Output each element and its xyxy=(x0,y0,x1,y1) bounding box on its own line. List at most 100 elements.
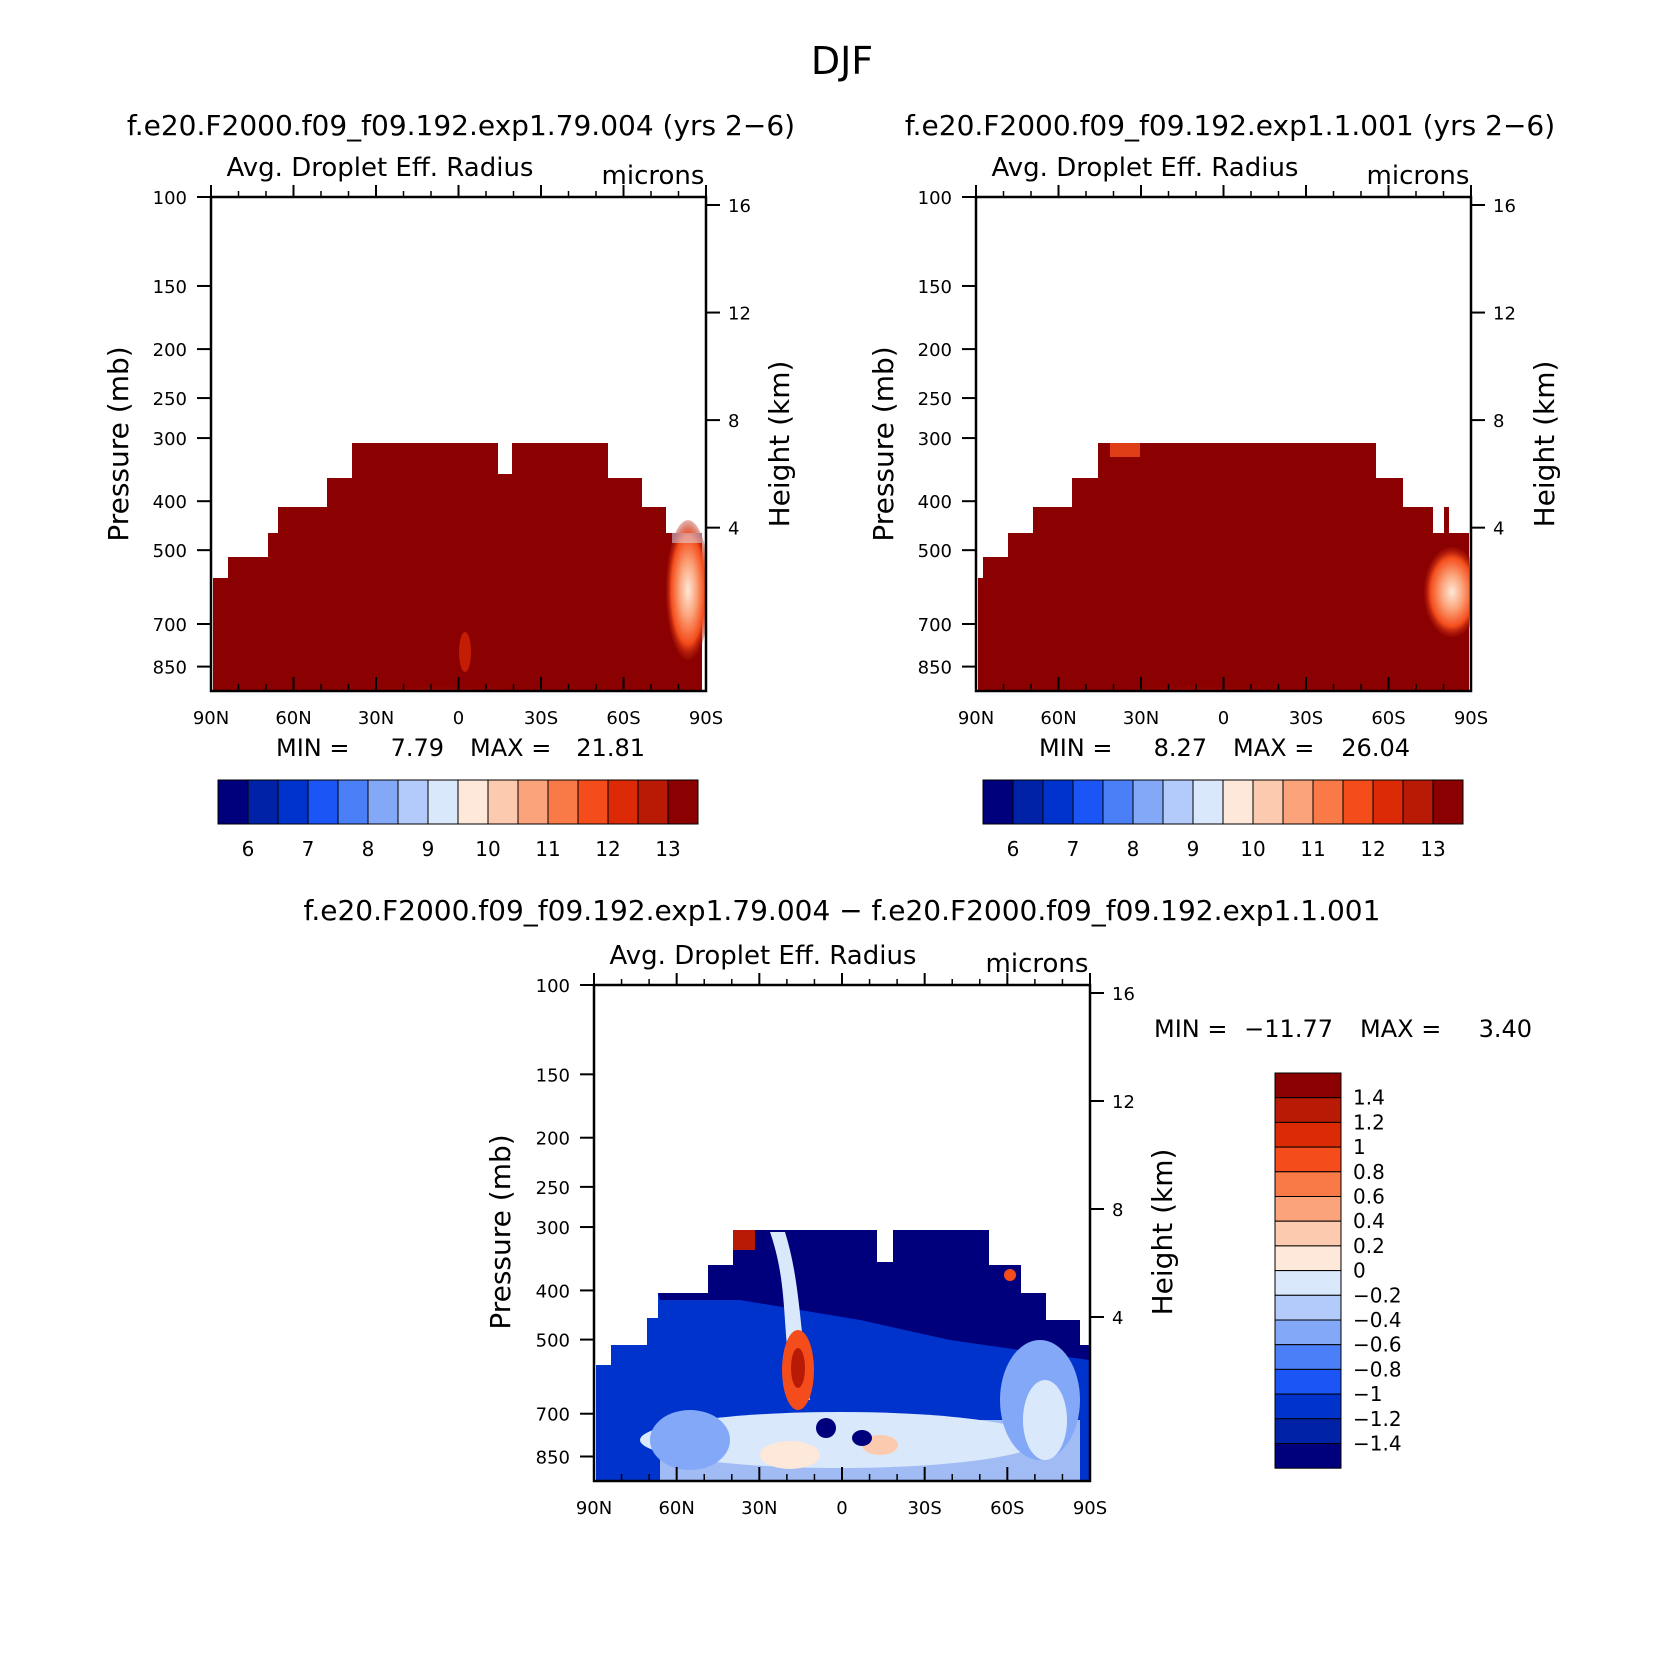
panel-left-colorbar-box xyxy=(217,779,249,825)
panel-difference-colorbar-box xyxy=(1274,1443,1342,1469)
panel-right-ytick-label: 150 xyxy=(918,277,952,298)
panel-difference-colorbar-label: 0.8 xyxy=(1353,1160,1385,1184)
panel-left-colorbar-box xyxy=(577,779,609,825)
panel-left-xtick-label: 30N xyxy=(358,708,394,729)
panel-difference-colorbar-label: −1.4 xyxy=(1353,1432,1402,1456)
panel-left-colorbar-box xyxy=(397,779,429,825)
panel-difference-ytick-label: 700 xyxy=(536,1405,570,1426)
panel-left-colorbar-box xyxy=(277,779,309,825)
panel-right-max-label: MAX = xyxy=(1233,734,1314,762)
panel-right-colorbar-label: 13 xyxy=(1420,837,1445,861)
panel-left-colorbar-label: 7 xyxy=(302,837,315,861)
panel-difference-colorbar-box xyxy=(1274,1097,1342,1123)
panel-right-field xyxy=(978,443,1471,691)
panel-difference-light-band xyxy=(640,1412,1040,1468)
panel-difference-upper-navy xyxy=(658,1230,1089,1360)
panel-left-ytick-label: 700 xyxy=(153,615,187,636)
panel-difference-colorbar-box xyxy=(1274,1220,1342,1247)
panel-right-ytick-right-label: 4 xyxy=(1493,519,1504,540)
panel-difference-colorbar-label: 1.2 xyxy=(1353,1110,1385,1134)
panel-right-xtick-label: 60S xyxy=(1371,708,1405,729)
panel-difference-colorbar-label: −1 xyxy=(1353,1382,1382,1406)
panel-difference-ytick-label: 200 xyxy=(536,1129,570,1150)
panel-left-ytick-right-label: 4 xyxy=(728,519,739,540)
panel-right-colorbar-label: 8 xyxy=(1127,837,1140,861)
panel-difference-ytick-label: 400 xyxy=(536,1281,570,1302)
panel-left-colorbar-box xyxy=(307,779,339,825)
panel-left-colorbar-label: 6 xyxy=(242,837,255,861)
panel-right-tropopause-spot xyxy=(1110,443,1140,457)
panel-right-low-cloud-plume xyxy=(1045,664,1345,691)
panel-left-ytick-right-label: 16 xyxy=(728,196,751,217)
panel-difference-xtick-label: 30S xyxy=(907,1498,941,1519)
panel-right-ylabel-right: Height (km) xyxy=(1528,361,1561,528)
panel-difference-colorbar-label: 0 xyxy=(1353,1259,1366,1283)
panel-difference-colorbar-box xyxy=(1274,1245,1342,1272)
panel-right-colorbar-label: 9 xyxy=(1187,837,1200,861)
panel-left-colorbar-box xyxy=(547,779,579,825)
panel-right-colorbar-box xyxy=(1252,779,1284,825)
panel-right-ytick-label: 300 xyxy=(918,429,952,450)
panel-difference-ylabel-right: Height (km) xyxy=(1146,1149,1179,1316)
panel-right-colorbar-label: 10 xyxy=(1240,837,1265,861)
panel-left-low-cloud-plume xyxy=(290,664,590,691)
panel-left-colorbar-label: 12 xyxy=(595,837,620,861)
panel-difference-colorbar-box xyxy=(1274,1121,1342,1148)
panel-left-ytick-label: 300 xyxy=(153,429,187,450)
panel-left-ytick-label: 250 xyxy=(153,389,187,410)
panel-left-xtick-label: 0 xyxy=(453,708,464,729)
panel-right-colorbar-label: 7 xyxy=(1067,837,1080,861)
panel-right-xtick-label: 90N xyxy=(958,708,994,729)
panel-right-colorbar-box xyxy=(1432,779,1464,825)
panel-difference-ytick-label: 850 xyxy=(536,1447,570,1468)
panel-left-colorbar-box xyxy=(487,779,519,825)
panel-right-xtick-label: 30S xyxy=(1289,708,1323,729)
panel-left-ylabel-right: Height (km) xyxy=(763,361,796,528)
panel-difference-neg-core-2 xyxy=(852,1430,872,1446)
panel-left-ytick-label: 150 xyxy=(153,277,187,298)
panel-left-colorbar-box xyxy=(337,779,369,825)
panel-left-ytick-right-label: 12 xyxy=(728,304,751,325)
panel-right-colorbar-box xyxy=(1042,779,1074,825)
panel-left-colorbar-label: 9 xyxy=(422,837,435,861)
panel-right-ytick-label: 850 xyxy=(918,658,952,679)
panel-right-units: microns xyxy=(1367,161,1470,191)
panel-difference-xtick-label: 90S xyxy=(1073,1498,1107,1519)
panel-right-colorbar-box xyxy=(1132,779,1164,825)
panel-difference-colorbar: 1.41.210.80.60.40.20−0.2−0.4−0.6−0.8−1−1… xyxy=(1274,1072,1402,1469)
panel-difference-colorbar-box xyxy=(1274,1418,1342,1445)
panel-right-south-pole-plume xyxy=(1424,547,1471,637)
panel-left-colorbar-label: 10 xyxy=(475,837,500,861)
panel-left-max-value: 21.81 xyxy=(576,734,645,762)
panel-right-cloud-region xyxy=(978,443,1469,691)
panel-difference-colorbar-label: 1 xyxy=(1353,1135,1366,1159)
panel-difference-ytick-label: 150 xyxy=(536,1065,570,1086)
panel-left-axes: 100 150 200 250 300 400 500 700 850 4 8 12 16 90N 60N 3… xyxy=(153,185,751,729)
panel-difference-colorbar-box xyxy=(1274,1319,1342,1346)
panel-left-min-value: 7.79 xyxy=(391,734,444,762)
panel-right-ytick-label: 400 xyxy=(918,492,952,513)
panel-left-ytick-label: 400 xyxy=(153,492,187,513)
panel-left-xtick-label: 90N xyxy=(193,708,229,729)
panel-difference-ytick-label: 500 xyxy=(536,1331,570,1352)
panel-difference-colorbar-label: −0.2 xyxy=(1353,1283,1402,1307)
panel-difference-colorbar-label: 0.4 xyxy=(1353,1209,1385,1233)
panel-difference-chart-title: Avg. Droplet Eff. Radius xyxy=(610,941,917,971)
panel-difference-title: f.e20.F2000.f09_f09.192.exp1.79.004 − f.… xyxy=(304,894,1381,927)
panel-right-colorbar-box xyxy=(1342,779,1374,825)
panel-difference-max-label: MAX = xyxy=(1360,1015,1441,1043)
panel-right-ytick-label: 250 xyxy=(918,389,952,410)
panel-difference-ytick-right-label: 16 xyxy=(1112,984,1135,1005)
panel-left-units: microns xyxy=(602,161,705,191)
panel-right-colorbar-label: 6 xyxy=(1007,837,1020,861)
panel-difference-xtick-label: 0 xyxy=(836,1498,847,1519)
panel-left-south-pole-plume xyxy=(666,520,706,660)
panel-difference-right-pos xyxy=(1004,1269,1016,1281)
panel-right-colorbar-box xyxy=(1222,779,1254,825)
panel-left-ylabel: Pressure (mb) xyxy=(102,346,135,541)
panel-left-chart-title: Avg. Droplet Eff. Radius xyxy=(227,153,534,183)
panel-difference-colorbar-label: −1.2 xyxy=(1353,1407,1402,1431)
panel-right-ytick-right-label: 16 xyxy=(1493,196,1516,217)
panel-right-colorbar-box xyxy=(1012,779,1044,825)
